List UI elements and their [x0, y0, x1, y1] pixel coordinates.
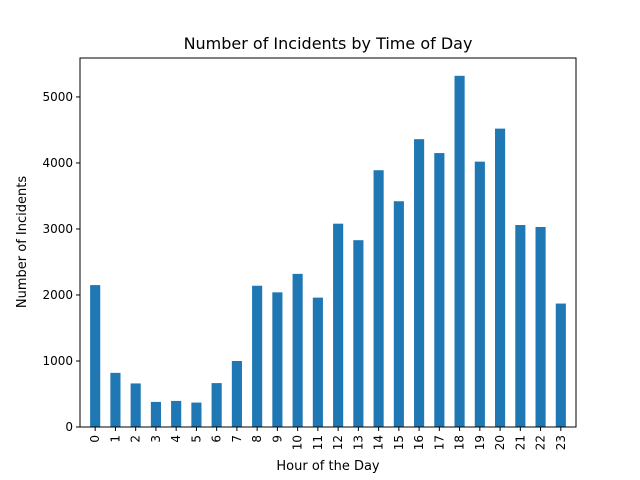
x-tick-label-5: 5 — [189, 435, 203, 443]
bar-hour-17 — [434, 153, 445, 427]
x-tick-label-2: 2 — [129, 435, 143, 443]
x-tick-label-13: 13 — [351, 435, 365, 450]
bar-hour-8 — [252, 285, 263, 427]
bar-hour-23 — [555, 303, 566, 427]
x-tick-label-9: 9 — [270, 435, 284, 443]
y-axis: 0 1000 2000 3000 4000 5000 — [42, 90, 80, 434]
x-tick-label-23: 23 — [554, 435, 568, 450]
bar-hour-10 — [292, 273, 303, 427]
x-tick-label-6: 6 — [210, 435, 224, 443]
x-axis: 0 1 2 3 4 5 6 7 8 9 10 11 12 13 14 15 16 17 18 19 20 21 22 23 — [88, 427, 568, 450]
bar-hour-15 — [393, 201, 404, 427]
bar-hour-9 — [272, 292, 283, 427]
x-tick-label-16: 16 — [412, 435, 426, 450]
bar-hour-16 — [414, 139, 425, 427]
bar-hour-5 — [191, 402, 202, 427]
bar-hour-11 — [312, 297, 323, 427]
x-tick-label-18: 18 — [453, 435, 467, 450]
x-tick-label-7: 7 — [230, 435, 244, 443]
y-axis-label: Number of Incidents — [15, 176, 30, 308]
x-tick-label-15: 15 — [392, 435, 406, 450]
x-tick-label-19: 19 — [473, 435, 487, 450]
x-tick-label-17: 17 — [432, 435, 446, 450]
bar-hour-6 — [211, 383, 222, 427]
x-tick-label-10: 10 — [291, 435, 305, 450]
x-tick-label-11: 11 — [311, 435, 325, 450]
bar-hour-21 — [515, 225, 526, 427]
x-tick-label-21: 21 — [513, 435, 527, 450]
bar-hour-12 — [333, 223, 344, 427]
x-tick-label-8: 8 — [250, 435, 264, 443]
x-axis-label: Hour of the Day — [276, 459, 380, 474]
bar-hour-3 — [150, 401, 161, 427]
chart-title: Number of Incidents by Time of Day — [184, 34, 473, 53]
x-tick-label-3: 3 — [149, 435, 163, 443]
bars — [90, 75, 566, 427]
bar-hour-14 — [373, 170, 384, 427]
bar-hour-22 — [535, 226, 546, 427]
bar-hour-19 — [474, 161, 485, 427]
x-tick-label-22: 22 — [534, 435, 548, 450]
bar-hour-4 — [171, 400, 182, 427]
y-tick-label-0: 0 — [65, 420, 73, 434]
y-tick-label-4000: 4000 — [42, 156, 73, 170]
y-tick-label-3000: 3000 — [42, 222, 73, 236]
x-tick-label-4: 4 — [169, 435, 183, 443]
bar-hour-0 — [90, 285, 101, 427]
y-tick-label-1000: 1000 — [42, 354, 73, 368]
y-tick-label-5000: 5000 — [42, 90, 73, 104]
x-tick-label-12: 12 — [331, 435, 345, 450]
x-tick-label-14: 14 — [372, 435, 386, 450]
bar-hour-2 — [130, 383, 141, 427]
x-tick-label-0: 0 — [88, 435, 102, 443]
bar-hour-7 — [231, 360, 242, 427]
x-tick-label-1: 1 — [108, 435, 122, 443]
plot-frame — [79, 57, 577, 428]
bar-hour-18 — [454, 75, 465, 427]
bar-hour-13 — [353, 240, 364, 427]
bar-hour-20 — [495, 128, 506, 427]
bar-hour-1 — [110, 372, 121, 427]
x-tick-label-20: 20 — [493, 435, 507, 450]
y-tick-label-2000: 2000 — [42, 288, 73, 302]
